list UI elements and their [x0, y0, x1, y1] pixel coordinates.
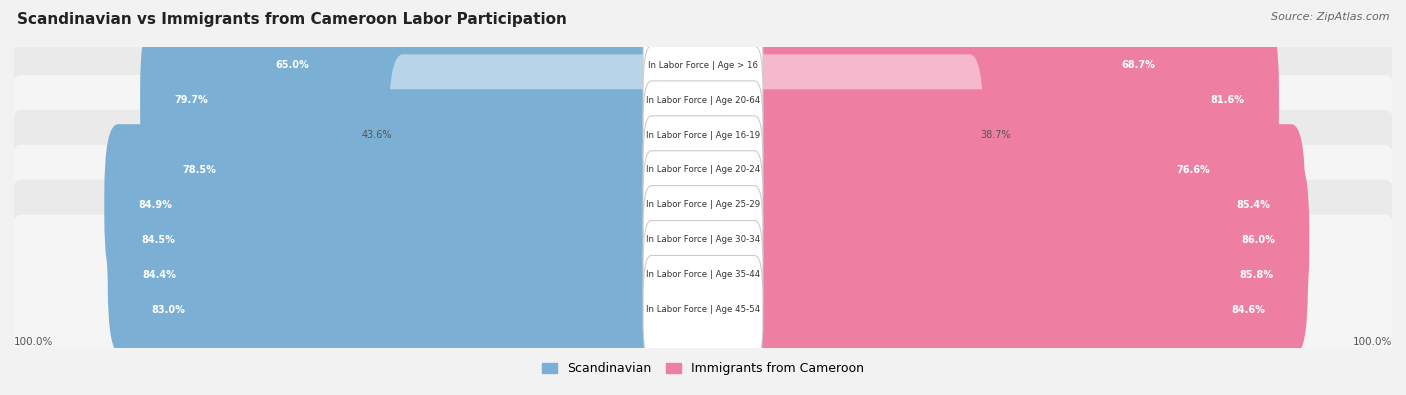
FancyBboxPatch shape: [389, 55, 665, 216]
Text: 100.0%: 100.0%: [14, 337, 53, 347]
Legend: Scandinavian, Immigrants from Cameroon: Scandinavian, Immigrants from Cameroon: [537, 357, 869, 380]
FancyBboxPatch shape: [4, 40, 1402, 237]
FancyBboxPatch shape: [4, 5, 1402, 202]
Text: In Labor Force | Age 20-24: In Labor Force | Age 20-24: [645, 166, 761, 175]
FancyBboxPatch shape: [141, 19, 665, 181]
FancyBboxPatch shape: [4, 110, 1402, 307]
FancyBboxPatch shape: [4, 180, 1402, 376]
FancyBboxPatch shape: [118, 229, 665, 390]
FancyBboxPatch shape: [4, 214, 1402, 395]
FancyBboxPatch shape: [643, 256, 763, 364]
FancyBboxPatch shape: [741, 229, 1299, 390]
FancyBboxPatch shape: [741, 159, 1309, 320]
FancyBboxPatch shape: [643, 81, 763, 189]
FancyBboxPatch shape: [4, 0, 1402, 167]
FancyBboxPatch shape: [643, 220, 763, 329]
FancyBboxPatch shape: [107, 159, 665, 320]
Text: 84.6%: 84.6%: [1232, 305, 1265, 314]
Text: 68.7%: 68.7%: [1122, 60, 1156, 70]
FancyBboxPatch shape: [741, 55, 983, 216]
Text: 85.4%: 85.4%: [1237, 200, 1271, 210]
Text: 81.6%: 81.6%: [1211, 95, 1244, 105]
Text: 84.4%: 84.4%: [142, 270, 176, 280]
Text: In Labor Force | Age > 16: In Labor Force | Age > 16: [648, 61, 758, 70]
Text: 85.8%: 85.8%: [1240, 270, 1274, 280]
Text: In Labor Force | Age 45-54: In Labor Force | Age 45-54: [645, 305, 761, 314]
FancyBboxPatch shape: [643, 186, 763, 294]
Text: In Labor Force | Age 16-19: In Labor Force | Age 16-19: [645, 130, 761, 139]
Text: 86.0%: 86.0%: [1241, 235, 1275, 245]
FancyBboxPatch shape: [242, 0, 665, 146]
Text: 83.0%: 83.0%: [152, 305, 186, 314]
FancyBboxPatch shape: [643, 151, 763, 259]
FancyBboxPatch shape: [149, 89, 665, 250]
Text: 84.5%: 84.5%: [142, 235, 176, 245]
Text: 100.0%: 100.0%: [1353, 337, 1392, 347]
Text: 76.6%: 76.6%: [1177, 165, 1211, 175]
Text: 38.7%: 38.7%: [980, 130, 1011, 140]
FancyBboxPatch shape: [108, 194, 665, 355]
FancyBboxPatch shape: [741, 0, 1189, 146]
FancyBboxPatch shape: [643, 11, 763, 119]
FancyBboxPatch shape: [643, 116, 763, 224]
FancyBboxPatch shape: [4, 75, 1402, 272]
Text: In Labor Force | Age 20-64: In Labor Force | Age 20-64: [645, 96, 761, 105]
Text: 43.6%: 43.6%: [361, 130, 392, 140]
Text: In Labor Force | Age 30-34: In Labor Force | Age 30-34: [645, 235, 761, 244]
FancyBboxPatch shape: [741, 89, 1244, 250]
Text: In Labor Force | Age 35-44: In Labor Force | Age 35-44: [645, 270, 761, 279]
Text: 78.5%: 78.5%: [183, 165, 217, 175]
FancyBboxPatch shape: [741, 194, 1308, 355]
Text: 84.9%: 84.9%: [139, 200, 173, 210]
Text: Scandinavian vs Immigrants from Cameroon Labor Participation: Scandinavian vs Immigrants from Cameroon…: [17, 12, 567, 27]
Text: Source: ZipAtlas.com: Source: ZipAtlas.com: [1271, 12, 1389, 22]
Text: 79.7%: 79.7%: [174, 95, 208, 105]
FancyBboxPatch shape: [741, 19, 1279, 181]
Text: 65.0%: 65.0%: [276, 60, 309, 70]
FancyBboxPatch shape: [4, 145, 1402, 342]
FancyBboxPatch shape: [741, 124, 1305, 286]
FancyBboxPatch shape: [104, 124, 665, 286]
FancyBboxPatch shape: [643, 46, 763, 154]
Text: In Labor Force | Age 25-29: In Labor Force | Age 25-29: [645, 200, 761, 209]
